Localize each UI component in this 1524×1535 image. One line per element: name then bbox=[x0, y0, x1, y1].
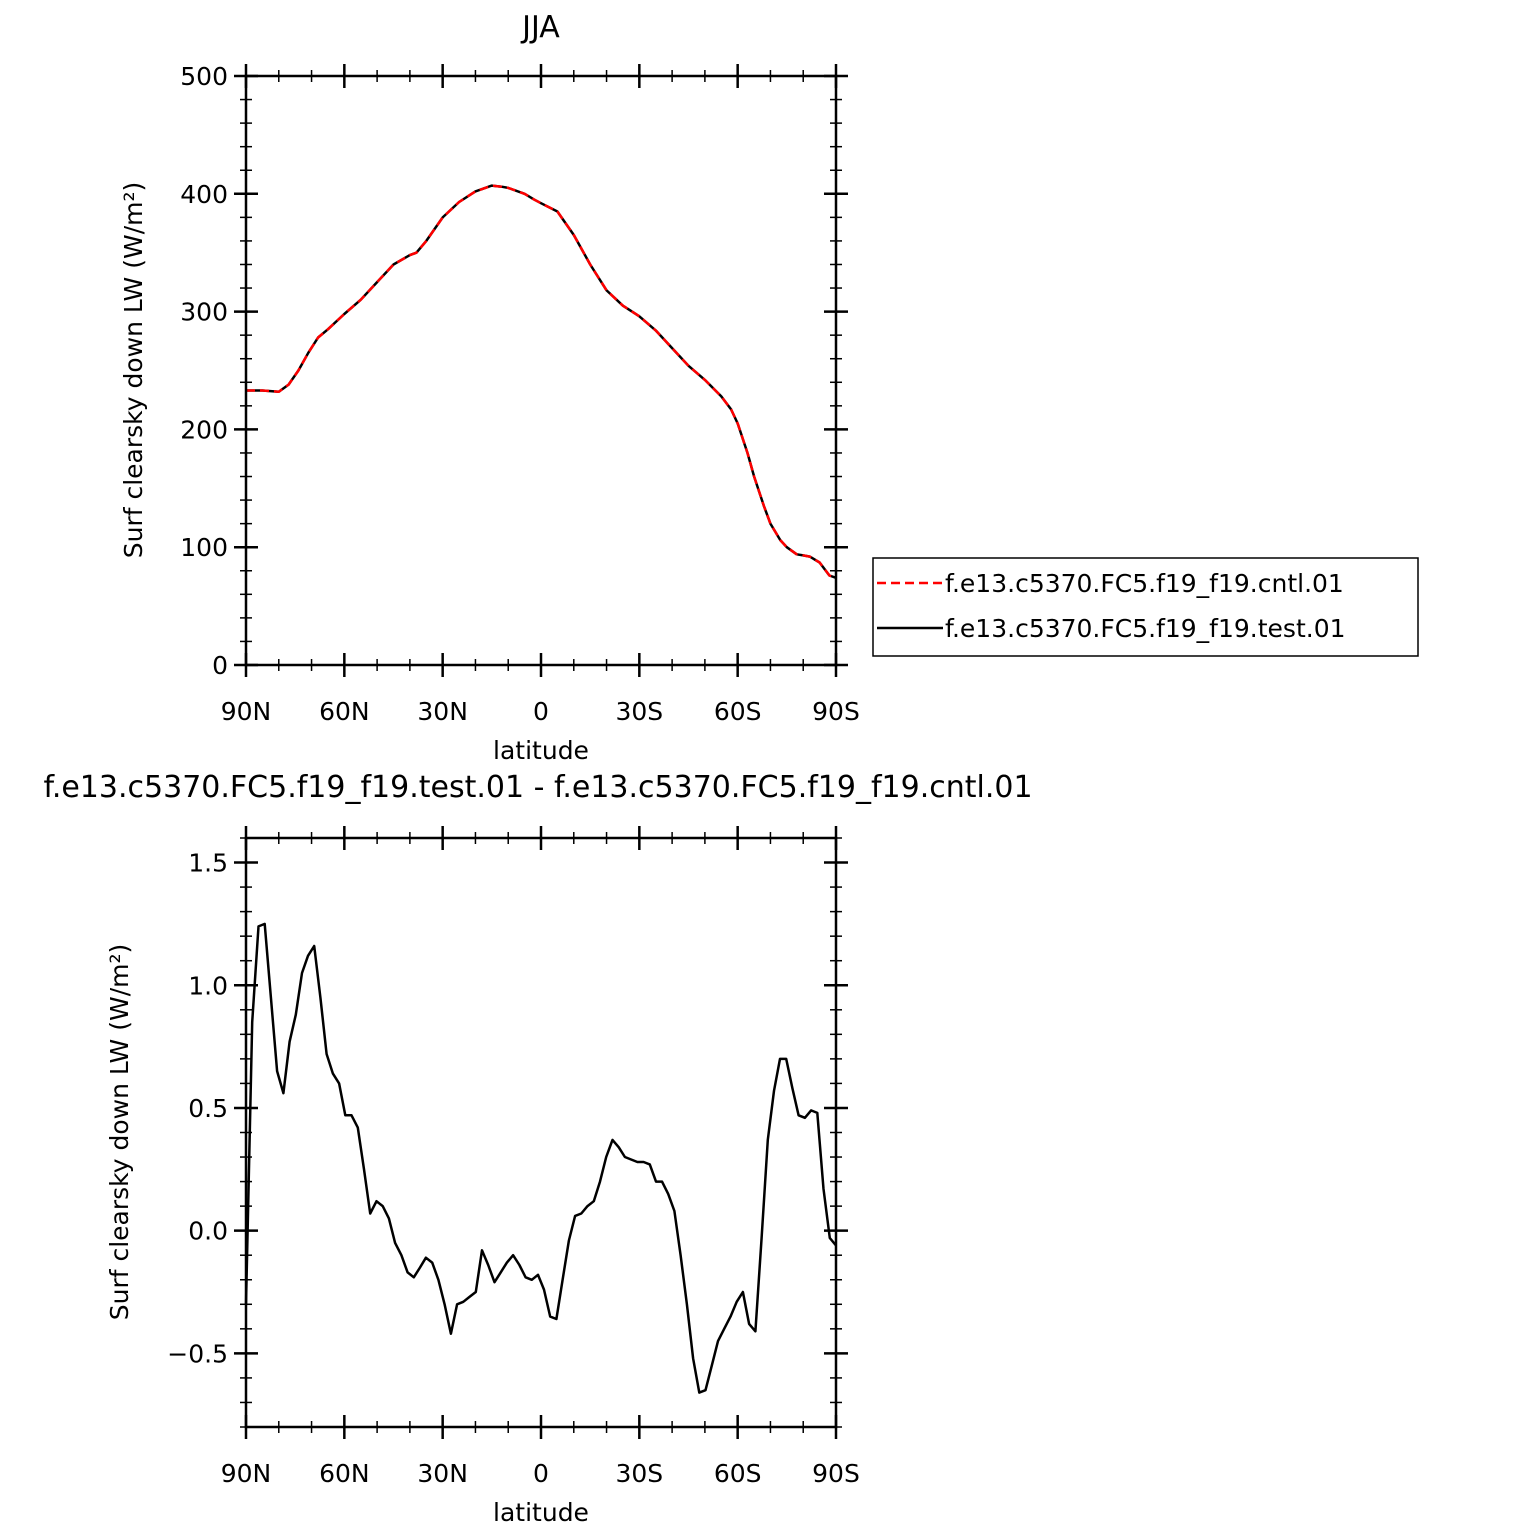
chart-top-y-tick-labels: 0 100 200 300 400 500 bbox=[180, 62, 228, 680]
y-tick-label: 200 bbox=[180, 415, 228, 444]
y-tick-label: 300 bbox=[180, 298, 228, 327]
x-tick-label: 30S bbox=[615, 697, 663, 726]
x-tick-label: 0 bbox=[533, 1459, 549, 1488]
chart-bottom: f.e13.c5370.FC5.f19_f19.test.01 - f.e13.… bbox=[43, 770, 1032, 1527]
y-tick-label: 0.5 bbox=[188, 1094, 228, 1123]
y-tick-label: 100 bbox=[180, 533, 228, 562]
x-tick-label: 60N bbox=[319, 697, 370, 726]
x-tick-label: 60N bbox=[319, 1459, 370, 1488]
chart-bottom-frame bbox=[244, 836, 838, 1429]
y-tick-label: −0.5 bbox=[167, 1339, 228, 1368]
legend-box bbox=[872, 557, 1419, 657]
x-tick-label: 90N bbox=[221, 697, 272, 726]
chart-bottom-ticks bbox=[234, 826, 848, 1439]
series-line-test bbox=[246, 184, 837, 579]
chart-top-ticks bbox=[234, 64, 848, 677]
series-line-cntl bbox=[246, 184, 837, 579]
chart-bottom-y-tick-labels: −0.5 0.0 0.5 1.0 1.5 bbox=[167, 849, 228, 1369]
y-tick-label: 0 bbox=[212, 651, 228, 680]
y-tick-label: 1.0 bbox=[188, 971, 228, 1000]
chart-top-frame bbox=[244, 74, 838, 667]
chart-bottom-x-axis-label: latitude bbox=[493, 1498, 589, 1527]
series-line-difference bbox=[244, 922, 837, 1394]
x-tick-label: 90S bbox=[812, 1459, 860, 1488]
x-tick-label: 30N bbox=[417, 697, 468, 726]
chart-top-x-tick-labels: 90N 60N 30N 0 30S 60S 90S bbox=[221, 697, 860, 726]
chart-bottom-x-tick-labels: 90N 60N 30N 0 30S 60S 90S bbox=[221, 1459, 860, 1488]
x-tick-label: 90N bbox=[221, 1459, 272, 1488]
chart-top-x-axis-label: latitude bbox=[493, 736, 589, 765]
y-tick-label: 400 bbox=[180, 180, 228, 209]
chart-top: JJA 0 100 200 300 400 500 90N 60N 30N 0 30S 60S 90S… bbox=[119, 10, 1419, 765]
chart-top-legend: f.e13.c5370.FC5.f19_f19.cntl.01 f.e13.c5… bbox=[872, 557, 1419, 657]
chart-bottom-series bbox=[244, 922, 837, 1394]
chart-top-y-axis-label: Surf clearsky down LW (W/m²) bbox=[119, 182, 148, 559]
x-tick-label: 30S bbox=[615, 1459, 663, 1488]
y-tick-label: 500 bbox=[180, 62, 228, 91]
chart-top-series bbox=[246, 184, 837, 579]
chart-top-title: JJA bbox=[520, 10, 560, 45]
chart-bottom-title: f.e13.c5370.FC5.f19_f19.test.01 - f.e13.… bbox=[43, 770, 1032, 805]
y-tick-label: 0.0 bbox=[188, 1217, 228, 1246]
x-tick-label: 90S bbox=[812, 697, 860, 726]
chart-bottom-y-axis-label: Surf clearsky down LW (W/m²) bbox=[105, 944, 134, 1321]
x-tick-label: 30N bbox=[417, 1459, 468, 1488]
x-tick-label: 60S bbox=[714, 697, 762, 726]
legend-label-test: f.e13.c5370.FC5.f19_f19.test.01 bbox=[945, 614, 1346, 643]
legend-label-cntl: f.e13.c5370.FC5.f19_f19.cntl.01 bbox=[945, 569, 1344, 598]
y-tick-label: 1.5 bbox=[188, 849, 228, 878]
x-tick-label: 60S bbox=[714, 1459, 762, 1488]
x-tick-label: 0 bbox=[533, 697, 549, 726]
